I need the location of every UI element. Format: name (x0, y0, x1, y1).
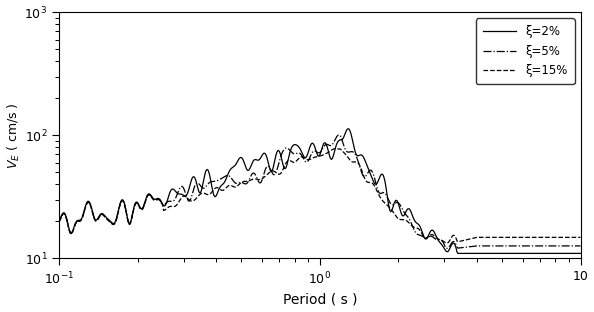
ξ=15% (405, 220, 412, 224)
ξ=2% (577, 251, 584, 255)
Line: ξ=5%: ξ=5% (59, 135, 580, 248)
ξ=5% (405, 216, 412, 219)
ξ=2% (345, 127, 352, 130)
ξ=2% (449, 241, 456, 245)
ξ=2% (405, 207, 412, 211)
ξ=15% (364, 180, 371, 184)
Line: ξ=15%: ξ=15% (59, 149, 580, 243)
ξ=15% (450, 233, 457, 237)
ξ=5% (577, 244, 584, 248)
ξ=15% (148, 195, 155, 199)
ξ=15% (189, 199, 197, 203)
ξ=5% (364, 172, 371, 176)
ξ=2% (292, 143, 299, 146)
ξ=15% (577, 236, 584, 239)
ξ=5% (444, 246, 451, 250)
Legend: ξ=2%, ξ=5%, ξ=15%: ξ=2%, ξ=5%, ξ=15% (476, 18, 574, 85)
ξ=15% (333, 147, 340, 151)
ξ=5% (450, 240, 457, 243)
ξ=5% (148, 195, 155, 198)
ξ=2% (148, 194, 155, 198)
ξ=15% (56, 220, 63, 224)
Line: ξ=2%: ξ=2% (59, 129, 580, 253)
ξ=2% (189, 175, 197, 179)
ξ=5% (56, 219, 63, 223)
ξ=5% (335, 133, 342, 137)
X-axis label: Period ( s ): Period ( s ) (283, 292, 357, 306)
ξ=15% (443, 241, 450, 245)
ξ=2% (56, 219, 63, 222)
ξ=5% (189, 189, 197, 193)
Y-axis label: $V_E$ ( cm/s ): $V_E$ ( cm/s ) (5, 102, 21, 169)
ξ=5% (292, 152, 299, 156)
ξ=2% (364, 164, 371, 168)
ξ=15% (292, 160, 299, 164)
ξ=2% (454, 251, 462, 255)
